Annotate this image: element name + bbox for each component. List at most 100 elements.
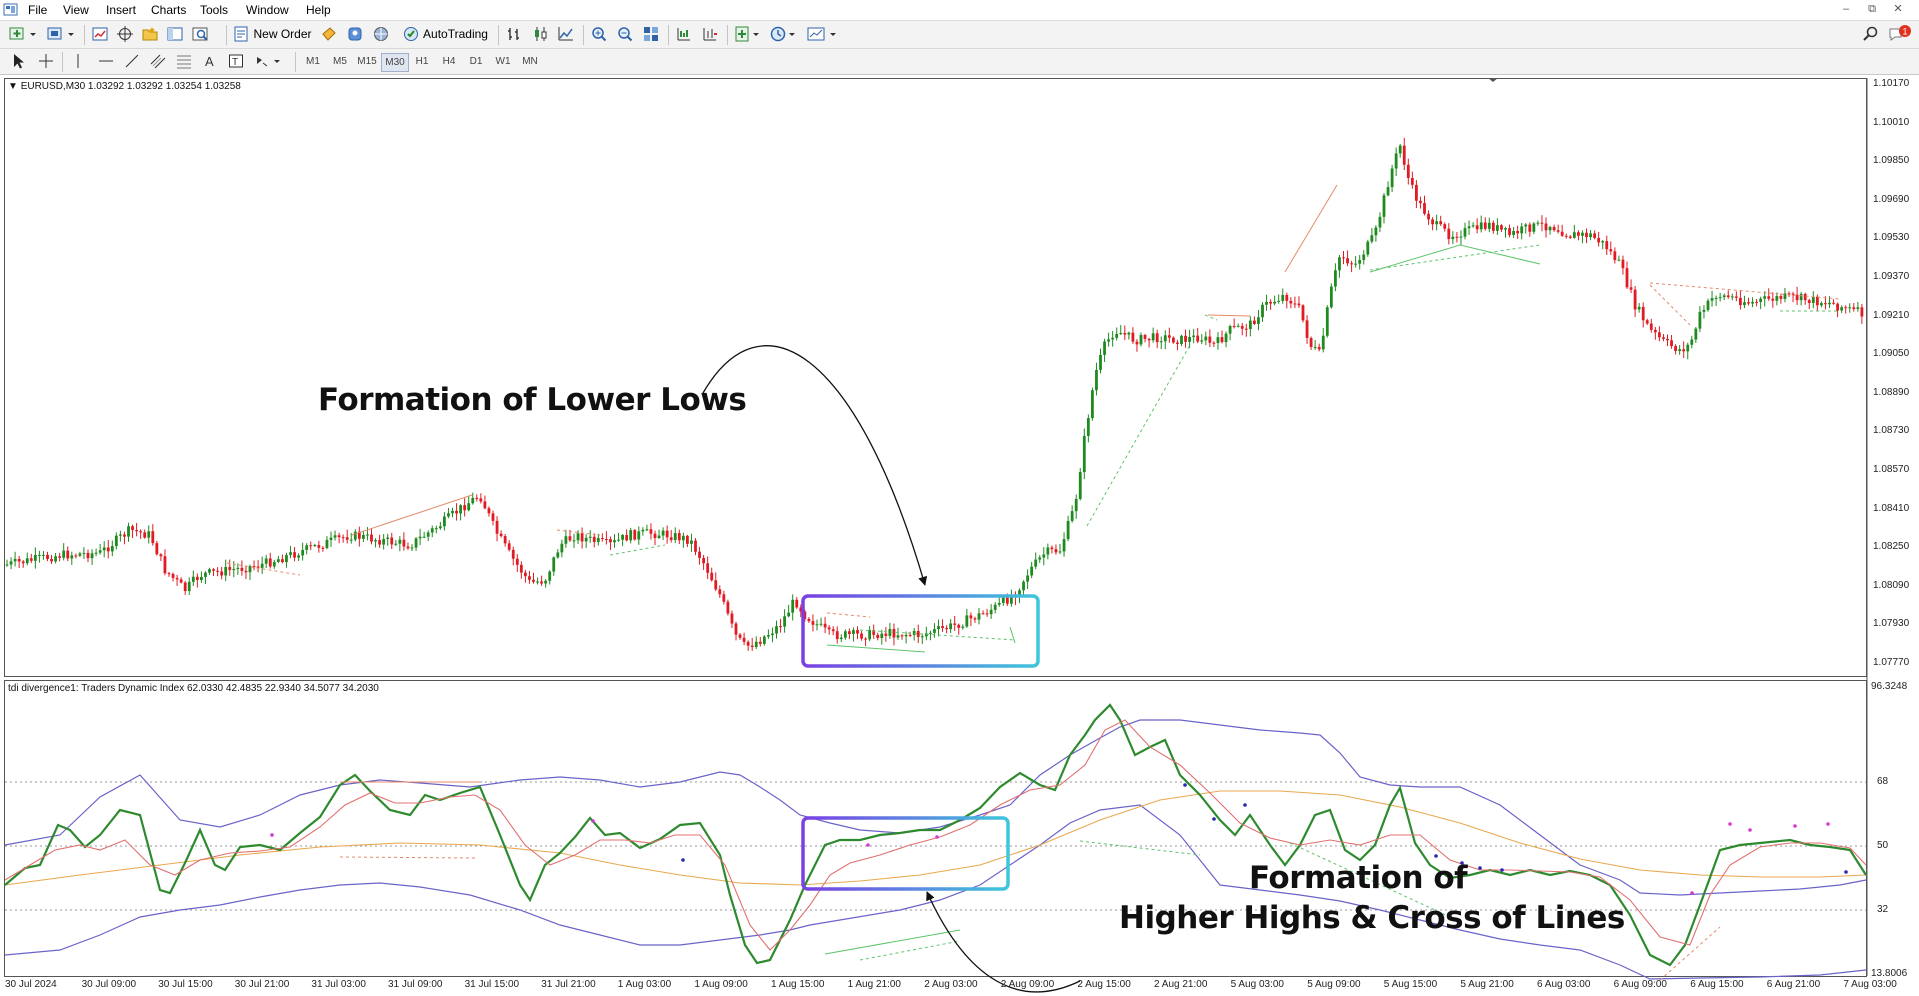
tester-icon[interactable] (189, 23, 211, 45)
candle-body (767, 635, 770, 637)
candle-body (119, 534, 122, 536)
candle-body (1026, 575, 1029, 582)
autotrading-button[interactable]: AutoTrading (398, 23, 492, 45)
time-tick: 30 Jul 15:00 (158, 979, 213, 990)
menu-insert[interactable]: Insert (106, 3, 137, 17)
candle-body (1394, 153, 1398, 169)
crosshair-icon[interactable] (36, 50, 56, 72)
candle-body (1755, 301, 1758, 303)
menu-view[interactable]: View (63, 3, 89, 17)
profiles-icon[interactable] (44, 23, 78, 45)
close-icon[interactable]: ✕ (1893, 3, 1903, 15)
text-label-icon[interactable]: T (226, 50, 246, 72)
candle-body (1001, 597, 1005, 603)
notifications-icon[interactable]: 1 (1886, 23, 1914, 45)
candle-body (443, 516, 446, 527)
zoom-in-icon[interactable] (588, 23, 610, 45)
terminal-window-icon[interactable] (164, 23, 186, 45)
candle-body (42, 554, 45, 556)
menu-help[interactable]: Help (306, 3, 331, 17)
trendline-icon[interactable] (122, 50, 142, 72)
candle-body (1439, 221, 1443, 225)
candle-body (50, 558, 53, 562)
restore-icon[interactable]: ⧉ (1868, 3, 1876, 15)
shapes-dropdown-icon[interactable] (252, 50, 286, 72)
periods-icon[interactable] (768, 23, 800, 45)
candle-body (183, 582, 187, 592)
horizontal-line-icon[interactable] (96, 50, 116, 72)
timeframe-m15[interactable]: M15 (357, 56, 377, 67)
candle-body (831, 629, 835, 632)
candle-body (1022, 581, 1025, 591)
candle-body (483, 501, 487, 509)
candle-body (1694, 328, 1698, 340)
timeframe-h1[interactable]: H1 (415, 56, 429, 67)
crosshair-navigator-icon[interactable] (114, 23, 136, 45)
candle-body (1419, 200, 1422, 204)
new-order-button[interactable]: New Order (231, 23, 313, 45)
candle-body (1637, 306, 1641, 310)
candle-body (973, 618, 977, 620)
candle-body (268, 558, 272, 567)
fibonacci-icon[interactable] (174, 50, 194, 72)
timeframe-d1[interactable]: D1 (469, 56, 483, 67)
chart-window[interactable]: ▼ EURUSD,M30 1.03292 1.03292 1.03254 1.0… (0, 75, 1919, 996)
candle-body (447, 513, 450, 517)
candle-body (556, 552, 560, 558)
menu-file[interactable]: File (28, 3, 48, 17)
timeframe-w1[interactable]: W1 (495, 56, 511, 67)
text-tool-icon[interactable]: A (200, 50, 220, 72)
lower-lows-highlight-box (801, 594, 1040, 668)
candle-body (754, 641, 758, 648)
time-tick: 1 Aug 15:00 (771, 979, 825, 990)
minimize-icon[interactable]: – (1842, 3, 1850, 15)
equidistant-channel-icon[interactable] (148, 50, 168, 72)
cursor-icon[interactable] (8, 50, 28, 72)
candle-body (613, 540, 616, 543)
templates-icon[interactable] (804, 23, 842, 45)
virtual-hosting-icon[interactable] (370, 23, 392, 45)
new-chart-icon[interactable] (6, 23, 40, 45)
menu-tools[interactable]: Tools (200, 3, 229, 17)
indicators-icon[interactable] (732, 23, 764, 45)
search-icon[interactable] (1860, 23, 1882, 45)
candle-body (1706, 300, 1710, 310)
candle-body (378, 540, 381, 545)
zoom-out-icon[interactable] (614, 23, 636, 45)
timeframe-mn[interactable]: MN (522, 56, 538, 67)
timeframe-h4[interactable]: H4 (442, 56, 456, 67)
candle-body (524, 572, 527, 577)
metaeditor-icon[interactable] (344, 23, 366, 45)
line-chart-icon[interactable] (555, 23, 577, 45)
candle-body (33, 554, 37, 561)
candle-body (694, 540, 697, 552)
candle-body (301, 549, 305, 556)
timeframe-m30[interactable]: M30 (381, 53, 409, 72)
chart-shift-icon[interactable] (673, 23, 695, 45)
indicator-scale-tick: 32 (1877, 904, 1889, 915)
candle-body (1751, 301, 1754, 304)
candle-body (1645, 320, 1649, 324)
price-tick: 1.08730 (1873, 425, 1910, 437)
price-tick: 1.08890 (1873, 386, 1910, 398)
chart-canvas[interactable] (0, 75, 1919, 996)
chart-shift-marker[interactable] (1488, 78, 1498, 82)
favorites-folder-icon[interactable] (139, 23, 161, 45)
candle-body (1520, 226, 1524, 234)
svg-text:A: A (205, 54, 214, 69)
market-signals-icon[interactable] (318, 23, 340, 45)
candle-body (487, 508, 491, 514)
tile-windows-icon[interactable] (640, 23, 662, 45)
menu-charts[interactable]: Charts (151, 3, 187, 17)
timeframe-m5[interactable]: M5 (333, 56, 347, 67)
autoscroll-icon[interactable] (699, 23, 721, 45)
bar-chart-icon[interactable] (503, 23, 525, 45)
market-watch-icon[interactable] (89, 23, 111, 45)
candlestick-chart-icon[interactable] (529, 23, 551, 45)
vertical-line-icon[interactable] (68, 50, 88, 72)
candle-body (236, 567, 240, 569)
candle-body (216, 570, 219, 572)
menu-window[interactable]: Window (246, 3, 289, 17)
candle-body (1658, 332, 1661, 338)
timeframe-m1[interactable]: M1 (306, 56, 320, 67)
